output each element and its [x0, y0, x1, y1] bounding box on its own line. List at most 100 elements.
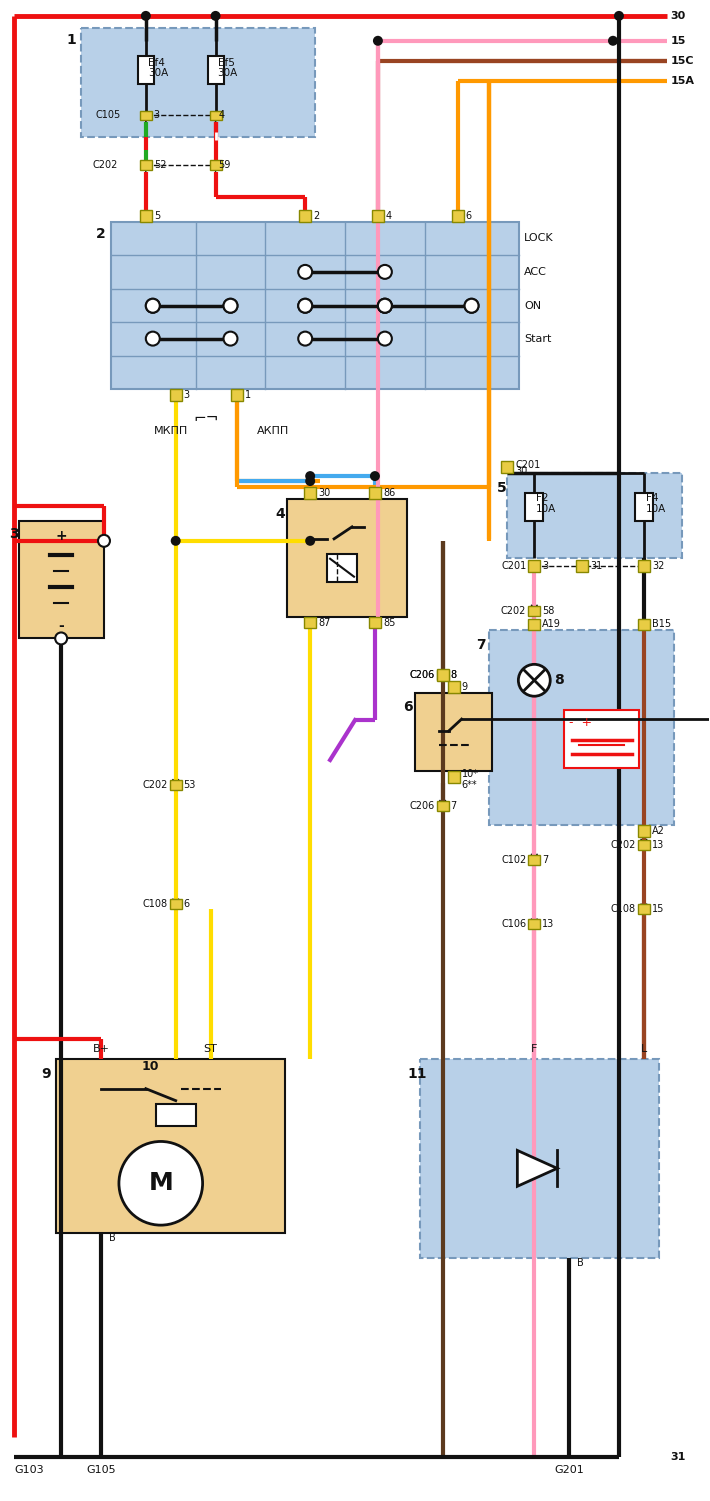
Text: C108: C108 — [611, 905, 636, 914]
Text: G103: G103 — [14, 1465, 44, 1475]
Text: 52: 52 — [154, 161, 166, 170]
Circle shape — [98, 534, 110, 546]
Text: 3: 3 — [184, 390, 190, 401]
Text: 30A: 30A — [217, 68, 238, 78]
FancyBboxPatch shape — [369, 617, 381, 629]
Text: 2: 2 — [96, 227, 106, 242]
FancyBboxPatch shape — [415, 693, 493, 772]
Text: C108: C108 — [143, 899, 168, 910]
FancyBboxPatch shape — [170, 899, 182, 910]
Circle shape — [224, 299, 237, 312]
Text: G105: G105 — [86, 1465, 116, 1475]
Text: 13: 13 — [542, 919, 555, 929]
FancyBboxPatch shape — [170, 781, 182, 790]
Text: B: B — [109, 1234, 116, 1243]
FancyBboxPatch shape — [209, 161, 222, 170]
Text: 4: 4 — [386, 212, 392, 221]
Text: 8: 8 — [451, 671, 457, 680]
Circle shape — [464, 299, 479, 312]
FancyBboxPatch shape — [508, 473, 682, 558]
Text: 4: 4 — [219, 111, 224, 120]
Text: 3: 3 — [9, 527, 19, 540]
FancyBboxPatch shape — [437, 802, 449, 811]
Circle shape — [224, 332, 237, 345]
Circle shape — [146, 299, 160, 312]
Text: 30: 30 — [318, 488, 330, 498]
Text: ST: ST — [204, 1043, 217, 1054]
Circle shape — [518, 665, 550, 696]
Text: -  +: - + — [569, 716, 592, 728]
Text: МКПП: МКПП — [153, 426, 188, 437]
Text: C206: C206 — [410, 800, 435, 811]
Circle shape — [608, 36, 618, 45]
Text: ⌐¬: ⌐¬ — [194, 410, 219, 425]
FancyBboxPatch shape — [81, 29, 315, 138]
Text: АКПП: АКПП — [258, 426, 290, 437]
FancyBboxPatch shape — [528, 560, 540, 572]
FancyBboxPatch shape — [528, 618, 540, 630]
FancyBboxPatch shape — [288, 498, 407, 617]
Text: 6: 6 — [403, 699, 413, 714]
Text: F4: F4 — [646, 492, 658, 503]
FancyBboxPatch shape — [304, 617, 316, 629]
Text: F2: F2 — [536, 492, 549, 503]
Text: +: + — [55, 528, 67, 543]
Text: 5: 5 — [154, 212, 160, 221]
Text: 10A: 10A — [536, 504, 557, 513]
Bar — [138, 56, 154, 84]
Bar — [635, 492, 652, 521]
Circle shape — [211, 11, 221, 21]
Circle shape — [141, 11, 151, 21]
Text: 11: 11 — [408, 1067, 427, 1081]
Text: 3: 3 — [154, 111, 160, 120]
Circle shape — [614, 11, 624, 21]
Text: LOCK: LOCK — [524, 233, 554, 243]
Text: 3: 3 — [542, 561, 548, 570]
Text: 7: 7 — [542, 854, 549, 865]
Text: 13: 13 — [652, 839, 664, 850]
FancyBboxPatch shape — [528, 919, 540, 929]
Text: 85: 85 — [383, 617, 395, 627]
FancyBboxPatch shape — [452, 210, 464, 222]
FancyBboxPatch shape — [140, 111, 152, 120]
FancyBboxPatch shape — [528, 854, 540, 865]
Circle shape — [119, 1141, 202, 1225]
FancyBboxPatch shape — [447, 772, 459, 784]
Circle shape — [373, 36, 383, 45]
Bar — [564, 710, 639, 769]
FancyBboxPatch shape — [528, 605, 540, 615]
FancyBboxPatch shape — [638, 824, 650, 836]
Text: C206: C206 — [410, 671, 435, 680]
Text: A2: A2 — [652, 826, 665, 836]
Text: 87: 87 — [318, 617, 331, 627]
FancyBboxPatch shape — [638, 905, 650, 914]
Text: 15A: 15A — [671, 75, 695, 86]
Text: 31: 31 — [671, 1453, 686, 1462]
Circle shape — [146, 299, 160, 312]
FancyBboxPatch shape — [231, 389, 244, 401]
Text: 6**: 6** — [462, 781, 477, 790]
Text: Ef5: Ef5 — [217, 57, 234, 68]
Text: A19: A19 — [542, 620, 561, 629]
Text: 86: 86 — [383, 488, 395, 498]
Text: C202: C202 — [611, 839, 636, 850]
Text: 30: 30 — [671, 11, 686, 21]
FancyBboxPatch shape — [56, 1058, 285, 1234]
Polygon shape — [518, 1150, 557, 1186]
Circle shape — [298, 332, 312, 345]
Text: 15: 15 — [671, 36, 686, 47]
FancyBboxPatch shape — [638, 839, 650, 850]
Circle shape — [378, 332, 392, 345]
Text: 9: 9 — [462, 683, 468, 692]
Text: ACC: ACC — [524, 267, 547, 276]
Text: 5: 5 — [496, 480, 506, 495]
FancyBboxPatch shape — [501, 461, 513, 473]
Text: -: - — [58, 620, 64, 633]
Text: B+: B+ — [92, 1043, 109, 1054]
Text: C201: C201 — [515, 461, 540, 470]
FancyBboxPatch shape — [372, 210, 384, 222]
Circle shape — [305, 476, 315, 486]
FancyBboxPatch shape — [111, 222, 519, 389]
FancyBboxPatch shape — [437, 669, 449, 681]
FancyBboxPatch shape — [489, 630, 674, 824]
